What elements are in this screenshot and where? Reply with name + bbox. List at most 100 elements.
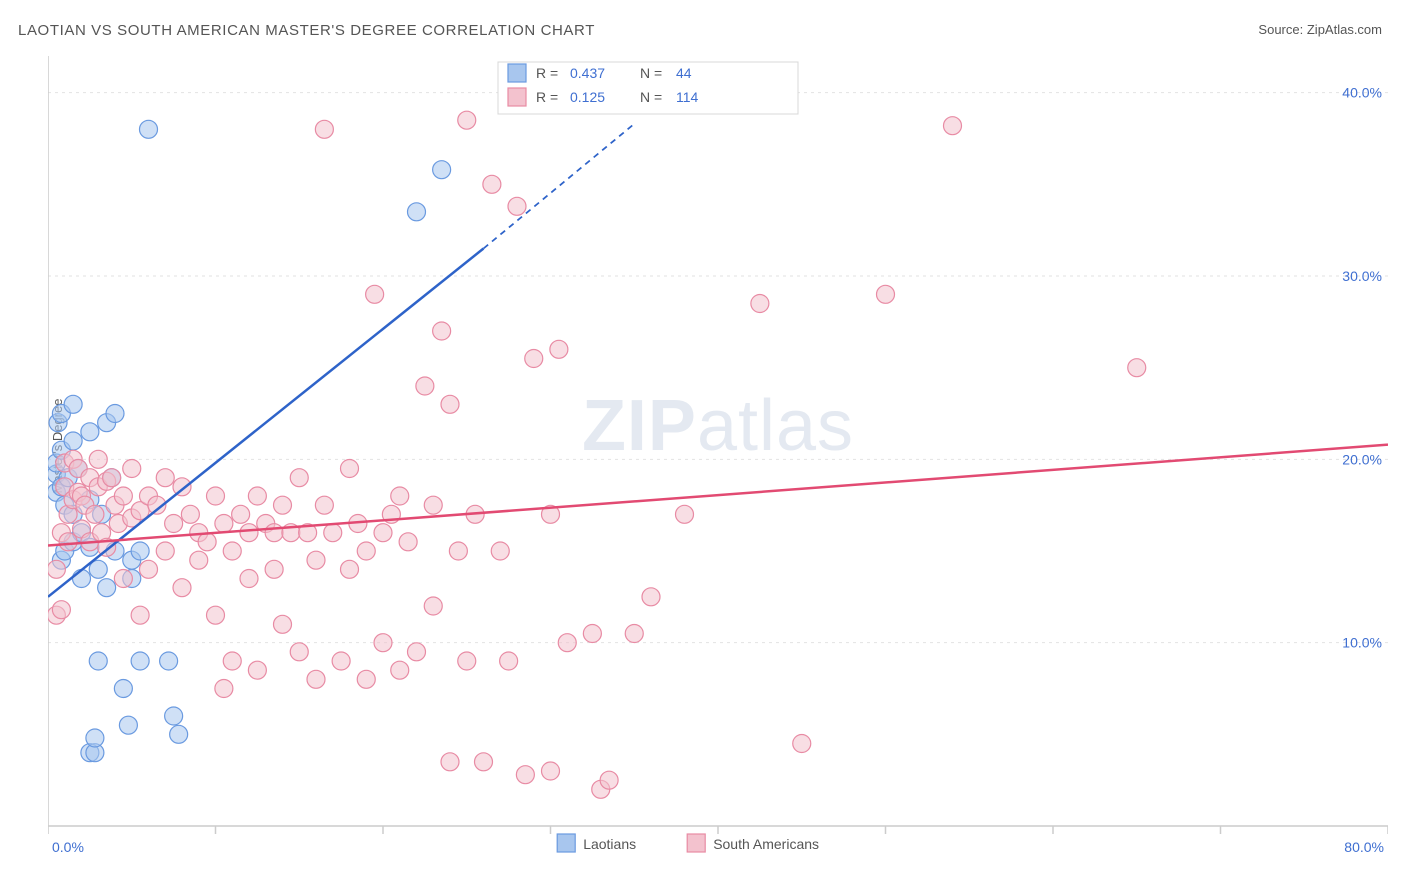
y-tick-label: 40.0%: [1342, 85, 1382, 101]
data-point: [374, 634, 392, 652]
data-point: [290, 469, 308, 487]
data-point: [123, 460, 141, 478]
data-point: [223, 542, 241, 560]
data-point: [140, 120, 158, 138]
data-point: [198, 533, 216, 551]
data-point: [408, 643, 426, 661]
data-point: [240, 570, 258, 588]
data-point: [542, 762, 560, 780]
data-point: [89, 450, 107, 468]
data-point: [424, 597, 442, 615]
data-point: [600, 771, 618, 789]
data-point: [793, 735, 811, 753]
data-point: [119, 716, 137, 734]
data-point: [248, 487, 266, 505]
data-point: [433, 161, 451, 179]
data-point: [290, 643, 308, 661]
legend-r-value: 0.125: [570, 89, 605, 105]
source-attribution: Source: ZipAtlas.com: [1258, 22, 1382, 37]
data-point: [508, 197, 526, 215]
data-point: [64, 395, 82, 413]
data-point: [625, 625, 643, 643]
legend-r-label: R =: [536, 65, 558, 81]
data-point: [550, 340, 568, 358]
data-point: [215, 680, 233, 698]
legend-n-label: N =: [640, 89, 662, 105]
data-point: [307, 670, 325, 688]
data-point: [207, 606, 225, 624]
y-tick-label: 30.0%: [1342, 268, 1382, 284]
chart-svg: 10.0%20.0%30.0%40.0%0.0%80.0%R =0.437N =…: [48, 56, 1388, 876]
data-point: [458, 652, 476, 670]
data-point: [525, 350, 543, 368]
data-point: [441, 395, 459, 413]
y-tick-label: 20.0%: [1342, 451, 1382, 467]
data-point: [676, 505, 694, 523]
data-point: [491, 542, 509, 560]
data-point: [156, 469, 174, 487]
data-point: [332, 652, 350, 670]
data-point: [86, 505, 104, 523]
data-point: [131, 542, 149, 560]
data-point: [114, 570, 132, 588]
data-point: [48, 560, 65, 578]
chart-title: LAOTIAN VS SOUTH AMERICAN MASTER'S DEGRE…: [18, 22, 595, 39]
legend-n-value: 114: [676, 89, 699, 105]
data-point: [64, 432, 82, 450]
data-point: [558, 634, 576, 652]
data-point: [274, 615, 292, 633]
legend-label: Laotians: [583, 836, 636, 852]
data-point: [433, 322, 451, 340]
data-point: [215, 515, 233, 533]
data-point: [114, 680, 132, 698]
x-tick-label: 0.0%: [52, 839, 84, 855]
data-point: [265, 560, 283, 578]
data-point: [98, 579, 116, 597]
x-tick-label: 80.0%: [1344, 839, 1384, 855]
data-point: [232, 505, 250, 523]
data-point: [416, 377, 434, 395]
trend-line-dashed: [484, 124, 635, 249]
data-point: [190, 551, 208, 569]
data-point: [240, 524, 258, 542]
data-point: [483, 175, 501, 193]
data-point: [441, 753, 459, 771]
data-point: [181, 505, 199, 523]
data-point: [165, 707, 183, 725]
legend-n-value: 44: [676, 65, 692, 81]
data-point: [366, 285, 384, 303]
series-legend: Laotians South Americans: [557, 834, 819, 852]
data-point: [449, 542, 467, 560]
data-point: [307, 551, 325, 569]
source-value: ZipAtlas.com: [1307, 22, 1382, 37]
data-point: [424, 496, 442, 514]
legend-label: South Americans: [713, 836, 819, 852]
data-point: [207, 487, 225, 505]
data-point: [408, 203, 426, 221]
data-point: [458, 111, 476, 129]
data-point: [59, 533, 77, 551]
data-point: [500, 652, 518, 670]
source-label: Source:: [1258, 22, 1303, 37]
legend-swatch: [557, 834, 575, 852]
data-point: [324, 524, 342, 542]
data-point: [173, 579, 191, 597]
data-point: [103, 469, 121, 487]
data-point: [52, 601, 70, 619]
legend-r-label: R =: [536, 89, 558, 105]
data-point: [165, 515, 183, 533]
data-point: [642, 588, 660, 606]
scatter-plot: ZIPatlas 10.0%20.0%30.0%40.0%0.0%80.0%R …: [48, 56, 1388, 826]
data-point: [86, 729, 104, 747]
data-point: [341, 460, 359, 478]
data-point: [223, 652, 241, 670]
y-tick-label: 10.0%: [1342, 635, 1382, 651]
data-point: [357, 670, 375, 688]
data-point: [114, 487, 132, 505]
data-point: [156, 542, 174, 560]
data-point: [877, 285, 895, 303]
data-point: [160, 652, 178, 670]
data-point: [391, 661, 409, 679]
data-point: [81, 423, 99, 441]
data-point: [1128, 359, 1146, 377]
